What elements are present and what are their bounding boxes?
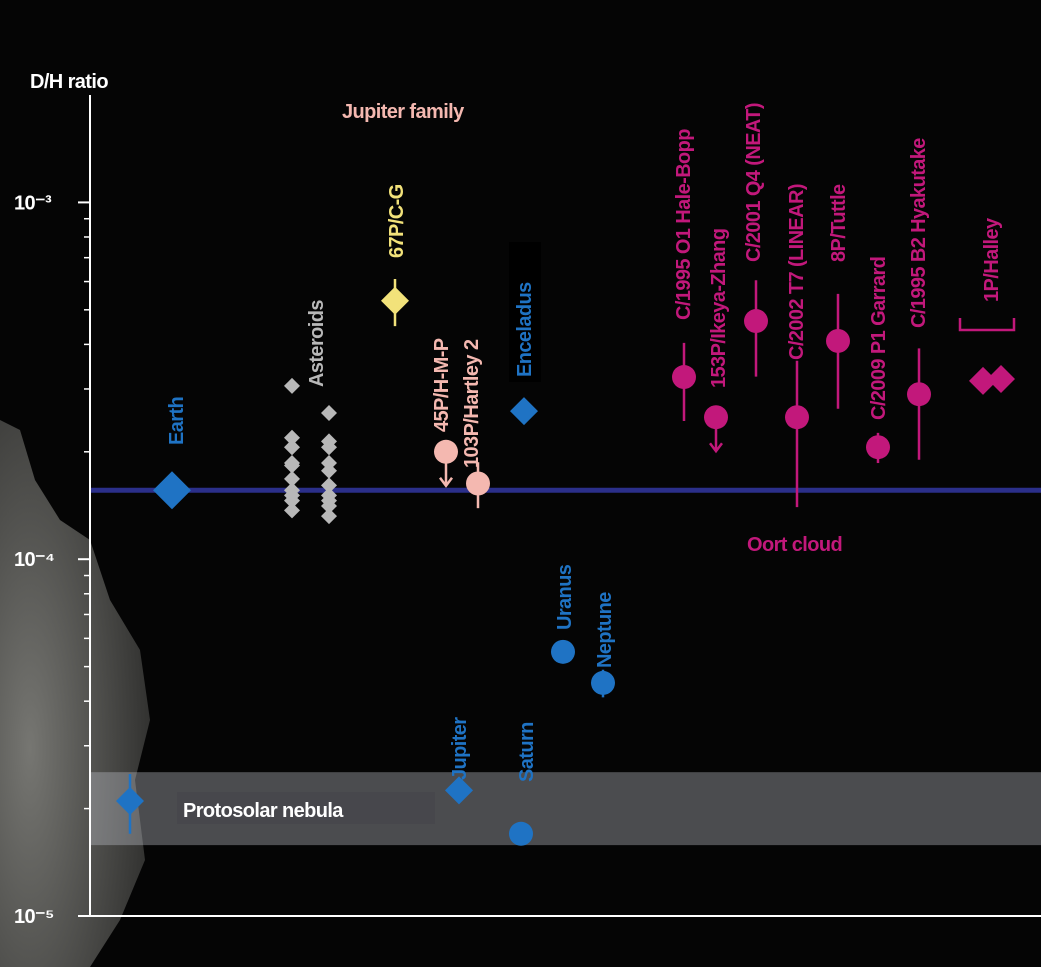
- diamond-marker: [284, 470, 300, 487]
- diamond-marker: [284, 377, 300, 394]
- y-tick-label: 10⁻⁴: [14, 549, 54, 571]
- comet-surface: [0, 420, 150, 967]
- y-tick-label: 10⁻⁵: [14, 906, 54, 928]
- diamond-marker: [445, 776, 473, 805]
- y-tick-label: 10⁻³: [14, 192, 52, 214]
- diamond-marker: [116, 787, 144, 816]
- circle-marker: [672, 365, 696, 390]
- series-label: 67P/C-G: [386, 184, 408, 258]
- circle-marker: [704, 405, 728, 430]
- series-label: C/1995 O1 Hale-Bopp: [673, 129, 695, 320]
- diamond-marker: [969, 366, 997, 395]
- series-label: Jupiter: [449, 717, 471, 780]
- diamond-marker: [284, 487, 300, 504]
- diamond-marker: [321, 462, 337, 479]
- series-label: Asteroids: [306, 300, 328, 387]
- diamond-marker: [284, 455, 300, 472]
- diamond-marker: [321, 404, 337, 421]
- series-label: Earth: [166, 397, 188, 445]
- series-label: 8P/Tuttle: [828, 184, 850, 262]
- circle-marker: [907, 382, 931, 407]
- series-label: C/2009 P1 Garrard: [868, 257, 890, 420]
- diamond-marker: [321, 477, 337, 494]
- series-label: Uranus: [554, 564, 576, 630]
- circle-marker: [551, 639, 575, 664]
- series-label: Saturn: [516, 722, 538, 782]
- series-label: Protosolar nebula: [183, 800, 344, 822]
- series-label: 103P/Hartley 2: [461, 339, 483, 468]
- diamond-marker: [284, 429, 300, 446]
- y-axis-title: D/H ratio: [30, 71, 108, 93]
- series-label: C/1995 B2 Hyakutake: [908, 138, 930, 328]
- annotation: Oort cloud: [747, 534, 842, 556]
- series-label: C/2002 T7 (LINEAR): [786, 184, 808, 360]
- circle-marker: [591, 670, 615, 695]
- diamond-marker: [321, 492, 337, 509]
- diamond-marker: [284, 439, 300, 456]
- circle-marker: [466, 471, 490, 496]
- series-label: 1P/Halley: [981, 217, 1003, 302]
- diamond-marker: [153, 471, 191, 510]
- annotation: Jupiter family: [342, 101, 465, 123]
- diamond-marker: [510, 397, 538, 426]
- bracket: [958, 318, 1016, 332]
- diamond-marker: [321, 508, 337, 525]
- diamond-marker: [321, 439, 337, 456]
- series-label: Enceladus: [514, 282, 536, 377]
- series-label: 45P/H-M-P: [431, 338, 453, 432]
- diamond-marker: [381, 286, 409, 315]
- circle-marker: [509, 821, 533, 846]
- series-label: Neptune: [594, 592, 616, 668]
- label-box: [177, 792, 435, 824]
- series-label: C/2001 Q4 (NEAT): [743, 103, 765, 262]
- diamond-marker: [284, 502, 300, 519]
- series-label: 153P/Ikeya-Zhang: [708, 229, 730, 388]
- circle-marker: [826, 328, 850, 353]
- label-box: [509, 242, 541, 382]
- circle-marker: [785, 405, 809, 430]
- circle-marker: [866, 435, 890, 460]
- diamond-marker: [987, 364, 1015, 393]
- circle-marker: [434, 439, 458, 464]
- circle-marker: [744, 309, 768, 334]
